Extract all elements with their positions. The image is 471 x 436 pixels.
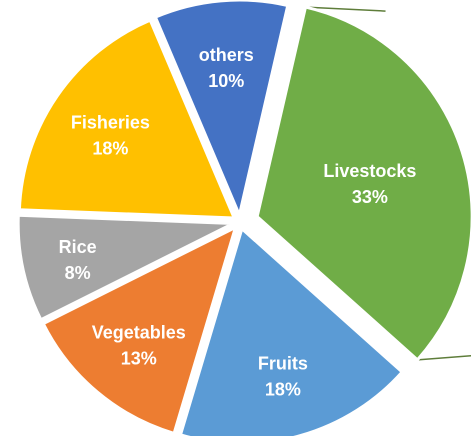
slice-category-label: Livestocks <box>323 161 416 181</box>
slice-category-label: Fruits <box>258 354 308 374</box>
slice-category-label: Vegetables <box>92 323 186 343</box>
slice-label-fisheries: Fisheries 18% <box>71 113 150 159</box>
slice-label-fruits: Fruits 18% <box>258 354 308 400</box>
slice-label-livestocks: Livestocks 33% <box>323 161 416 207</box>
pie-slice-livestocks <box>255 5 471 362</box>
slice-value-label: 18% <box>265 380 301 400</box>
slice-label-vegetables: Vegetables 13% <box>92 323 186 369</box>
slice-category-label: Fisheries <box>71 113 150 133</box>
slice-label-rice: Rice 8% <box>59 237 97 283</box>
slice-value-label: 13% <box>121 349 157 369</box>
callout-line-bottom <box>417 354 471 361</box>
pie-slice-fisheries <box>17 18 237 220</box>
slice-category-label: Rice <box>59 237 97 257</box>
slice-value-label: 8% <box>65 263 91 283</box>
slice-value-label: 33% <box>352 187 388 207</box>
slice-value-label: 18% <box>92 139 128 159</box>
callout-line-top <box>305 6 386 12</box>
pie-slice-vegetables <box>41 224 238 436</box>
livestock-callout-lines <box>305 6 471 361</box>
slice-category-label: others <box>199 45 254 65</box>
pie-slices <box>16 0 471 436</box>
slice-label-others: others 10% <box>199 45 254 91</box>
pie-slice-rice <box>16 213 234 322</box>
slice-value-label: 10% <box>208 71 244 91</box>
pie-labels: Livestocks 33% Fruits 18% Vegetables 13% Rice 8… <box>59 45 417 399</box>
pie-slice-others <box>153 0 290 220</box>
